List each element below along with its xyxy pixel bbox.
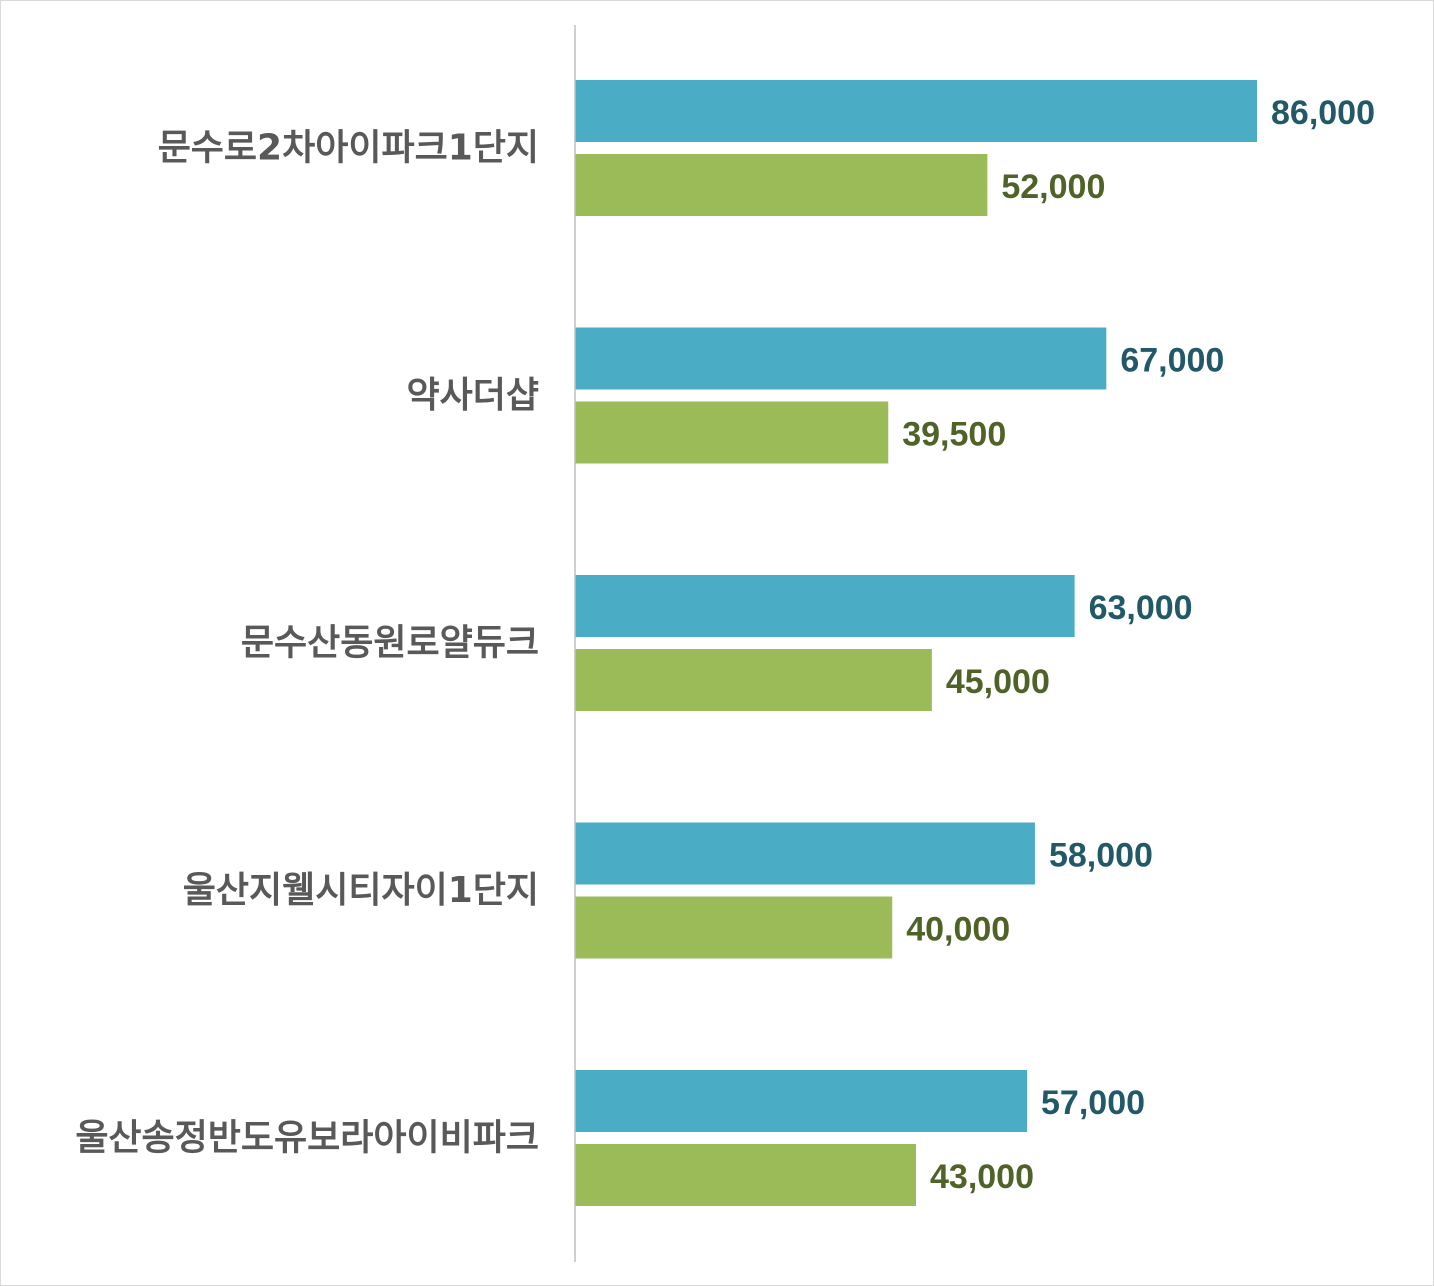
bar-series1 <box>575 80 1257 142</box>
bar-series2 <box>575 649 932 711</box>
bar-series2 <box>575 896 893 959</box>
data-label: 58,000 <box>1049 837 1153 875</box>
data-label: 63,000 <box>1089 589 1193 627</box>
bar-series1 <box>575 575 1075 637</box>
data-label: 52,000 <box>1001 168 1105 206</box>
category-label: 울산송정반도유보라아이비파크 <box>75 1118 539 1159</box>
data-label: 40,000 <box>906 911 1010 949</box>
bar-series2 <box>575 1144 916 1206</box>
category-label: 문수로2차아이파크1단지 <box>158 128 539 169</box>
data-label: 43,000 <box>930 1158 1034 1196</box>
category-label: 문수산동원로얄듀크 <box>241 623 539 664</box>
data-label: 45,000 <box>946 663 1050 701</box>
bar-series2 <box>575 401 889 464</box>
bar-series1 <box>575 1070 1028 1132</box>
data-label: 57,000 <box>1041 1084 1145 1122</box>
data-label: 39,500 <box>902 416 1006 454</box>
category-label: 울산지웰시티자이1단지 <box>183 870 539 911</box>
data-label: 67,000 <box>1120 342 1224 380</box>
bar-series1 <box>575 822 1035 885</box>
category-label: 약사더샵 <box>407 375 539 416</box>
bar-series2 <box>575 154 988 216</box>
bar-series1 <box>575 327 1107 390</box>
data-label: 86,000 <box>1271 94 1375 132</box>
